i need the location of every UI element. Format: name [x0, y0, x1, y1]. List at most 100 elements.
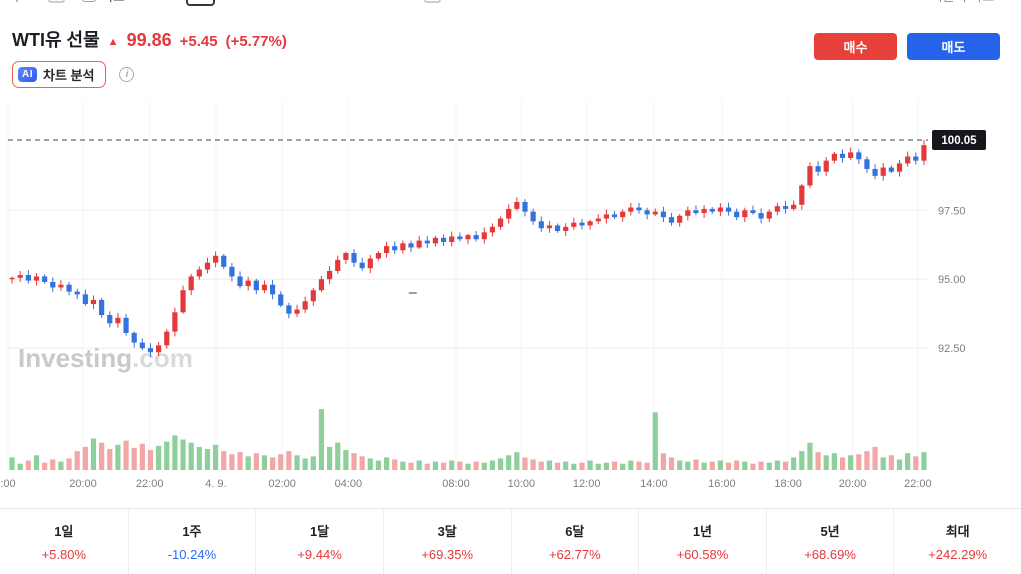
- axis-label: 92.50: [938, 343, 966, 355]
- volume-bar: [913, 456, 919, 470]
- candle-body: [538, 221, 544, 229]
- interval-30[interactable]: 30: [230, 0, 244, 3]
- candle-body: [123, 317, 129, 333]
- volume-bar: [799, 451, 805, 470]
- volume-bar: [302, 458, 308, 470]
- candle-body: [717, 207, 723, 212]
- candle-body: [42, 276, 48, 282]
- candle-body: [497, 218, 504, 227]
- axis-label: 10:00: [508, 478, 536, 490]
- perf-cell-1달[interactable]: 1달 +9.44%: [255, 509, 383, 574]
- camera-icon[interactable]: [47, 0, 65, 4]
- perf-cell-5년[interactable]: 5년 +68.69%: [765, 509, 894, 574]
- ai-chart-analysis-button[interactable]: AI 차트 분석: [12, 61, 107, 88]
- info-icon[interactable]: i: [119, 67, 135, 82]
- compare-button[interactable]: + 비교: [82, 0, 125, 5]
- indicators-icon[interactable]: [424, 0, 442, 4]
- candle-body: [9, 277, 15, 280]
- interval-1H[interactable]: 1H: [259, 0, 276, 3]
- volume-bar: [261, 455, 268, 470]
- volume-bar: [473, 461, 479, 470]
- perf-period-label: 5년: [820, 524, 840, 539]
- perf-cell-1년[interactable]: 1년 +60.58%: [638, 509, 766, 574]
- candle-body: [758, 213, 764, 219]
- perf-period-label: 6달: [565, 524, 585, 539]
- candle-body: [774, 206, 780, 212]
- sell-button[interactable]: 매도: [907, 33, 1000, 60]
- volume-bar: [489, 460, 496, 470]
- candle-body: [90, 299, 97, 305]
- interval-1D[interactable]: 1D: [323, 0, 340, 3]
- candle-body: [864, 159, 870, 169]
- interval-5[interactable]: 5: [164, 0, 171, 3]
- price-change-percent: (+5.77%): [225, 33, 287, 50]
- interval-1M[interactable]: 1M: [389, 0, 407, 3]
- axis-label: 08:00: [442, 478, 470, 490]
- candle-body: [652, 211, 658, 215]
- candle-body: [595, 218, 601, 222]
- candle-body: [131, 332, 137, 343]
- ai-badge: AI: [18, 67, 37, 82]
- volume-bar: [831, 453, 837, 470]
- volume-bar: [620, 463, 626, 470]
- candle-body: [229, 266, 235, 277]
- volume-bar: [432, 461, 439, 470]
- perf-cell-6달[interactable]: 6달 +62.77%: [510, 509, 639, 574]
- candle-body: [278, 294, 284, 306]
- candle-body: [791, 204, 797, 209]
- interval-1W[interactable]: 1W: [354, 0, 374, 3]
- candle-body: [318, 279, 325, 291]
- volume-bar: [660, 453, 666, 470]
- volume-bar: [481, 462, 487, 470]
- candle-body: [66, 284, 72, 292]
- axis-label: 100.05: [941, 135, 977, 147]
- volume-bar: [351, 453, 357, 470]
- candle-body: [636, 207, 642, 211]
- volume-bar: [229, 454, 235, 470]
- perf-change-value: +242.29%: [928, 547, 988, 562]
- interval-5H[interactable]: 5H: [291, 0, 308, 3]
- candle-body: [424, 240, 430, 244]
- interval-1[interactable]: 1: [142, 0, 149, 3]
- volume-bar: [758, 461, 764, 470]
- axis-label: 95.00: [938, 274, 966, 286]
- candle-body: [742, 210, 748, 218]
- volume-bar: [416, 460, 422, 470]
- perf-cell-1일[interactable]: 1일 +5.80%: [0, 509, 128, 574]
- volume-bar: [253, 453, 259, 470]
- candle-body: [725, 207, 732, 212]
- volume-bar: [668, 457, 675, 470]
- volume-bar: [522, 457, 528, 470]
- candle-body: [440, 237, 447, 242]
- perf-cell-3달[interactable]: 3달 +69.35%: [382, 509, 511, 574]
- candle-body: [921, 145, 927, 161]
- candle-body: [709, 208, 715, 212]
- volume-bar: [221, 451, 227, 470]
- perf-change-value: -10.24%: [167, 547, 217, 562]
- volume-bar: [449, 460, 455, 470]
- axis-label: 22:00: [904, 478, 932, 490]
- chart-style-icon[interactable]: [12, 0, 30, 4]
- candle-body: [432, 237, 439, 244]
- perf-cell-1주[interactable]: 1주 -10.24%: [127, 509, 256, 574]
- candle-body: [457, 236, 463, 240]
- interval-15[interactable]: 15: [186, 0, 215, 6]
- axis-label: 02:00: [268, 478, 296, 490]
- candle-body: [693, 210, 699, 214]
- candle-body: [644, 210, 650, 215]
- volume-bar: [326, 446, 333, 470]
- buy-button[interactable]: 매수: [814, 33, 897, 60]
- candle-body: [188, 276, 194, 291]
- volume-bar: [139, 443, 145, 470]
- volume-bar: [107, 449, 113, 470]
- candle-body: [628, 207, 634, 212]
- price-change: +5.45: [179, 33, 218, 50]
- volume-bar: [465, 463, 471, 470]
- candle-body: [326, 270, 333, 280]
- technical-chart-link[interactable]: 기술적 차트 »: [931, 0, 1009, 5]
- volume-bar: [774, 460, 780, 470]
- candle-body: [310, 290, 316, 302]
- perf-cell-최대[interactable]: 최대 +242.29%: [893, 509, 1021, 574]
- volume-bar: [742, 461, 748, 470]
